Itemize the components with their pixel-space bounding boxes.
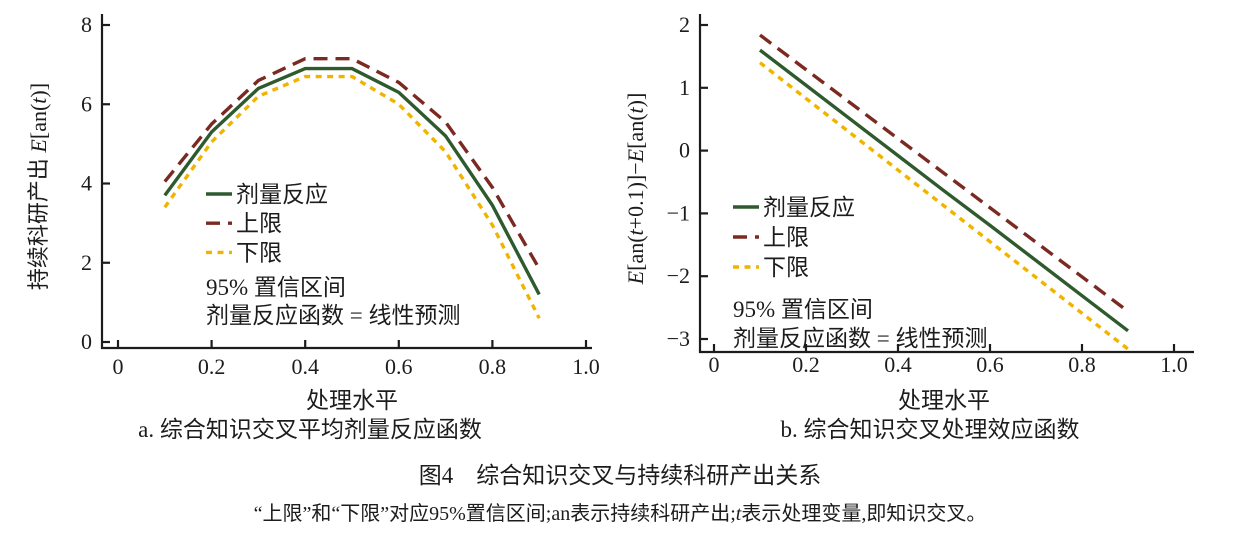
y-tick-label: −2 bbox=[667, 263, 690, 288]
chart-a-subtitle: a. 综合知识交叉平均剂量反应函数 bbox=[138, 417, 482, 442]
y-tick-label: 0 bbox=[679, 138, 690, 163]
legend-note-line: 95% 置信区间 bbox=[733, 297, 873, 322]
y-tick-label: 1 bbox=[679, 75, 690, 100]
figure-note: “上限”和“下限”对应95%置信区间;an表示持续科研产出;t表示处理变量,即知… bbox=[253, 503, 987, 525]
series-下限 bbox=[163, 74, 541, 319]
series-lines bbox=[163, 56, 541, 319]
chart-b-subtitle: b. 综合知识交叉处理效应函数 bbox=[780, 417, 1080, 442]
legend-label: 剂量反应 bbox=[763, 195, 855, 220]
x-tick-label: 0.4 bbox=[291, 354, 319, 379]
chart-a-canvas: 0 2 4 6 8 0 0.2 0.4 0.6 0.8 1.0 持续科研产出 E[an(t)] 处理水平… bbox=[26, 12, 600, 413]
x-axis-label: 处理水平 bbox=[306, 388, 398, 413]
x-tick-label: 0.2 bbox=[198, 354, 226, 379]
y-tick-label: 6 bbox=[81, 91, 92, 116]
series-上限 bbox=[758, 33, 1130, 313]
x-tick-label: 0.6 bbox=[385, 354, 413, 379]
legend-note-line: 95% 置信区间 bbox=[206, 275, 346, 300]
y-tick-label: 0 bbox=[81, 329, 92, 354]
series-剂量反应 bbox=[163, 66, 541, 296]
y-tick-label: 2 bbox=[679, 12, 690, 37]
series-上限 bbox=[163, 56, 541, 270]
y-tick-label: 4 bbox=[81, 171, 92, 196]
series-lines bbox=[758, 33, 1130, 351]
y-tick-label: −1 bbox=[667, 200, 690, 225]
x-tick-label: 1.0 bbox=[1160, 352, 1188, 377]
series-下限 bbox=[758, 61, 1130, 351]
x-tick-label: 1.0 bbox=[572, 354, 600, 379]
legend-note-line: 剂量反应函数 = 线性预测 bbox=[206, 303, 460, 328]
series-剂量反应 bbox=[758, 48, 1130, 333]
legend-label: 下限 bbox=[236, 240, 282, 265]
y-tick-label: 8 bbox=[81, 12, 92, 37]
tick-labels: 0 2 4 6 8 0 0.2 0.4 0.6 0.8 1.0 bbox=[81, 12, 600, 379]
tick-labels: 2 1 0 −1 −2 −3 0 0.2 0.4 0.6 0.8 1.0 bbox=[667, 12, 1188, 377]
y-axis-label: E[an(t+0.1)]−E[an(t)] bbox=[623, 93, 648, 286]
x-tick-label: 0.2 bbox=[792, 352, 820, 377]
x-tick-label: 0.6 bbox=[976, 352, 1004, 377]
chart-b-canvas: 2 1 0 −1 −2 −3 0 0.2 0.4 0.6 0.8 1.0 E[an(t+0.1)]−E[… bbox=[623, 12, 1194, 413]
x-tick-label: 0.4 bbox=[884, 352, 912, 377]
legend-note-line: 剂量反应函数 = 线性预测 bbox=[733, 326, 987, 351]
legend-label: 剂量反应 bbox=[236, 182, 328, 207]
x-tick-label: 0.8 bbox=[479, 354, 507, 379]
y-tick-label: −3 bbox=[667, 326, 690, 351]
legend-label: 上限 bbox=[236, 211, 282, 236]
x-tick-label: 0 bbox=[113, 354, 124, 379]
legend-label: 下限 bbox=[763, 255, 809, 280]
figure-caption: 图4 综合知识交叉与持续科研产出关系 bbox=[418, 463, 822, 488]
legend-label: 上限 bbox=[763, 225, 809, 250]
x-tick-label: 0.8 bbox=[1068, 352, 1096, 377]
chart-a-block: 0 2 4 6 8 0 0.2 0.4 0.6 0.8 1.0 持续科研产出 E[an(t)] 处理水平… bbox=[0, 0, 620, 443]
charts-row: 0 2 4 6 8 0 0.2 0.4 0.6 0.8 1.0 持续科研产出 E[an(t)] 处理水平… bbox=[0, 0, 1240, 443]
x-axis-label: 处理水平 bbox=[898, 388, 990, 413]
axes bbox=[100, 14, 592, 350]
chart-b-block: 2 1 0 −1 −2 −3 0 0.2 0.4 0.6 0.8 1.0 E[an(t+0.1)]−E[… bbox=[620, 0, 1240, 443]
y-tick-label: 2 bbox=[81, 250, 92, 275]
x-tick-label: 0 bbox=[709, 352, 720, 377]
axes bbox=[698, 14, 1194, 354]
y-axis-label: 持续科研产出 E[an(t)] bbox=[26, 83, 51, 290]
